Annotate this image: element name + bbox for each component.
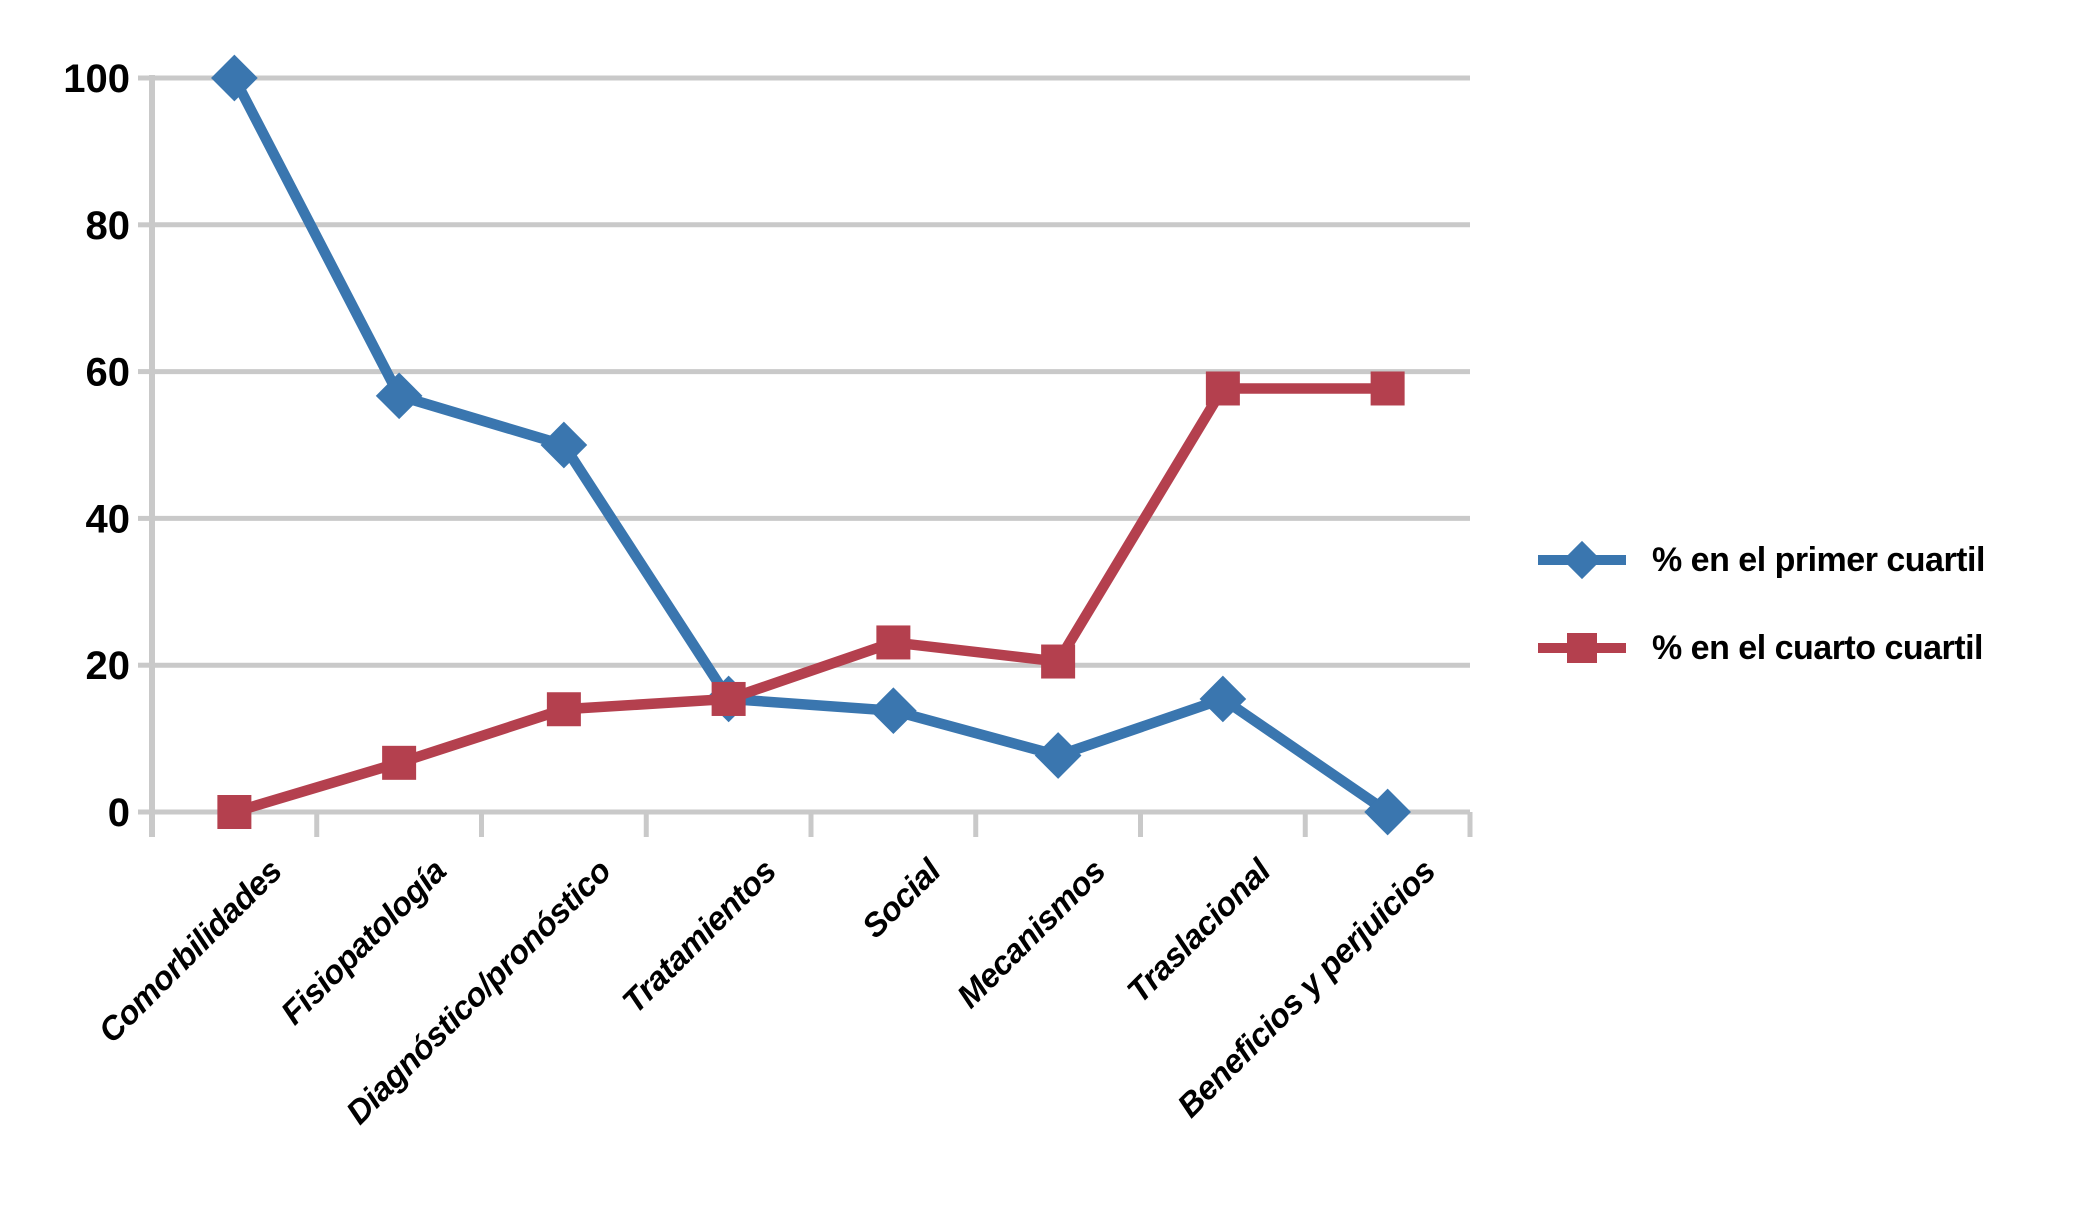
square-marker bbox=[1205, 371, 1240, 406]
diamond-marker bbox=[540, 421, 588, 469]
series-line-cuarto bbox=[232, 383, 1388, 818]
square-marker bbox=[1370, 371, 1405, 406]
diamond-marker bbox=[211, 54, 258, 102]
legend: % en el primer cuartil % en el cuarto cu… bbox=[1538, 536, 1985, 672]
diamond-marker bbox=[1364, 788, 1411, 836]
series-line-primer bbox=[229, 75, 1391, 817]
diamond-marker bbox=[1199, 675, 1247, 723]
square-marker bbox=[217, 795, 252, 829]
square-marker bbox=[382, 745, 417, 780]
y-axis-tick-label: 100 bbox=[63, 57, 130, 101]
red-square-legend-icon bbox=[1538, 633, 1626, 663]
legend-label-primer-cuartil: % en el primer cuartil bbox=[1652, 540, 1985, 579]
y-axis-tick-label: 40 bbox=[86, 497, 131, 541]
diamond-marker bbox=[375, 372, 423, 420]
y-axis-tick-label: 60 bbox=[86, 351, 131, 395]
y-axis-tick-label: 20 bbox=[86, 644, 131, 688]
legend-item-primer-cuartil: % en el primer cuartil bbox=[1538, 536, 1985, 584]
blue-diamond-legend-icon bbox=[1538, 540, 1626, 580]
square-marker bbox=[1041, 644, 1076, 679]
y-axis-tick-label: 0 bbox=[108, 791, 130, 835]
legend-item-cuarto-cuartil: % en el cuarto cuartil bbox=[1538, 624, 1985, 672]
square-marker bbox=[546, 692, 581, 727]
square-marker bbox=[876, 625, 911, 660]
square-marker bbox=[711, 681, 746, 716]
diamond-marker bbox=[870, 687, 917, 735]
legend-label-cuarto-cuartil: % en el cuarto cuartil bbox=[1652, 628, 1984, 667]
diamond-marker bbox=[1034, 732, 1082, 779]
y-axis-tick-label: 80 bbox=[86, 204, 131, 248]
